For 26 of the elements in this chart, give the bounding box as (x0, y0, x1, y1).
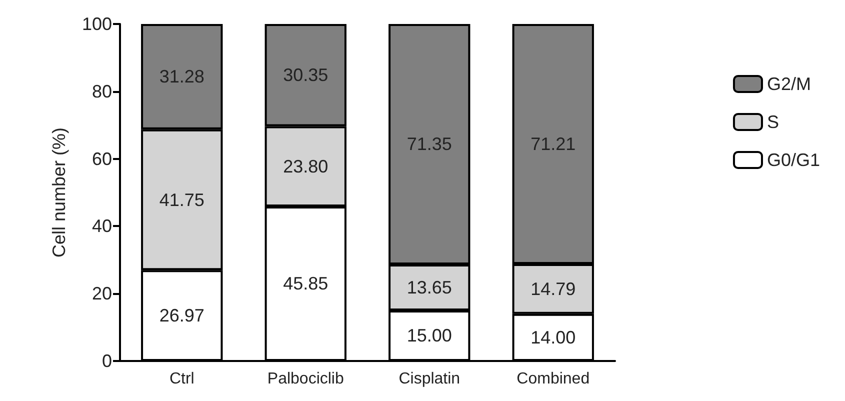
y-tick-label: 0 (102, 351, 112, 371)
x-tick-label: Ctrl (169, 370, 194, 388)
data-label: 30.35 (283, 65, 328, 86)
x-tick-label: Palbociclib (267, 370, 344, 388)
data-label: 13.65 (406, 277, 452, 298)
x-tick-label: Cisplatin (398, 370, 460, 388)
y-tick-label: 80 (92, 81, 112, 102)
data-label: 41.75 (159, 190, 204, 210)
legend-label: S (766, 112, 779, 132)
data-label: 14.79 (530, 278, 576, 299)
data-label: 71.21 (530, 134, 576, 154)
x-tick-label: Combined (516, 370, 590, 388)
data-label: 31.28 (159, 66, 204, 87)
legend-label: G0/G1 (766, 150, 820, 170)
y-tick-label: 40 (92, 216, 112, 236)
y-tick-label: 60 (92, 148, 112, 169)
data-label: 26.97 (159, 306, 204, 326)
y-tick-label: 100 (82, 14, 112, 34)
legend-label: G2/M (766, 74, 811, 94)
y-tick-label: 20 (92, 284, 112, 304)
data-label: 71.35 (406, 134, 452, 154)
data-label: 23.80 (283, 156, 328, 176)
data-label: 15.00 (406, 326, 452, 346)
y-axis-title: Cell number (%) (49, 127, 69, 258)
data-label: 45.85 (283, 274, 328, 294)
data-label: 14.00 (530, 327, 576, 348)
